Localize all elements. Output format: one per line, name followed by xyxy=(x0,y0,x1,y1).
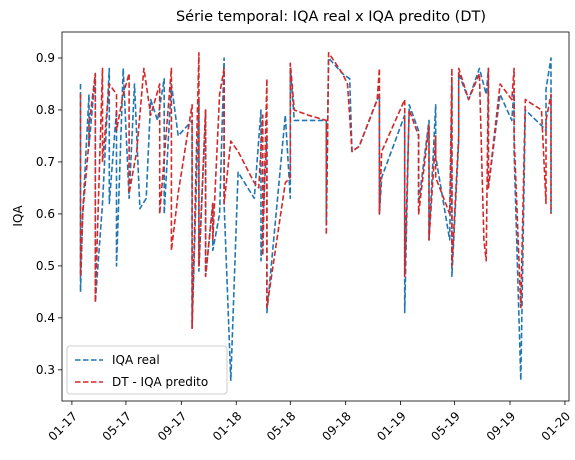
y-tick-label: 0.7 xyxy=(36,155,55,169)
series-line-dt-iqa-predito xyxy=(79,51,552,330)
x-tick-label: 05-19 xyxy=(428,409,463,444)
y-tick-label: 0.4 xyxy=(36,311,55,325)
x-tick-label: 01-18 xyxy=(210,409,245,444)
series-line-iqa-real xyxy=(79,57,552,382)
legend-box xyxy=(66,345,228,395)
plot-frame xyxy=(61,31,570,402)
legend: IQA real DT - IQA predito xyxy=(66,345,228,395)
y-tick-label: 0.9 xyxy=(36,51,55,65)
y-tick-label: 0.3 xyxy=(36,363,55,377)
x-tick-label: 01-20 xyxy=(539,409,574,444)
y-tick-label: 0.8 xyxy=(36,103,55,117)
y-axis: 0.3 0.4 0.5 0.6 0.7 0.8 0.9 xyxy=(36,51,62,377)
y-axis-label: IQA xyxy=(11,205,25,227)
y-tick-label: 0.6 xyxy=(36,207,55,221)
x-tick-label: 09-19 xyxy=(484,409,519,444)
x-tick-label: 05-17 xyxy=(100,409,135,444)
legend-label: IQA real xyxy=(112,353,160,367)
y-tick-label: 0.5 xyxy=(36,259,55,273)
chart-title: Série temporal: IQA real x IQA predito (… xyxy=(176,9,486,25)
x-tick-label: 01-17 xyxy=(46,409,81,444)
x-tick-label: 09-18 xyxy=(319,409,354,444)
plot-area xyxy=(79,51,552,382)
x-tick-label: 05-18 xyxy=(264,409,299,444)
x-tick-label: 09-17 xyxy=(155,409,190,444)
x-axis: 01-17 05-17 09-17 01-18 05-18 09-18 01-19 05-19… xyxy=(46,401,574,444)
legend-label: DT - IQA predito xyxy=(112,375,208,389)
x-tick-label: 01-19 xyxy=(374,409,409,444)
